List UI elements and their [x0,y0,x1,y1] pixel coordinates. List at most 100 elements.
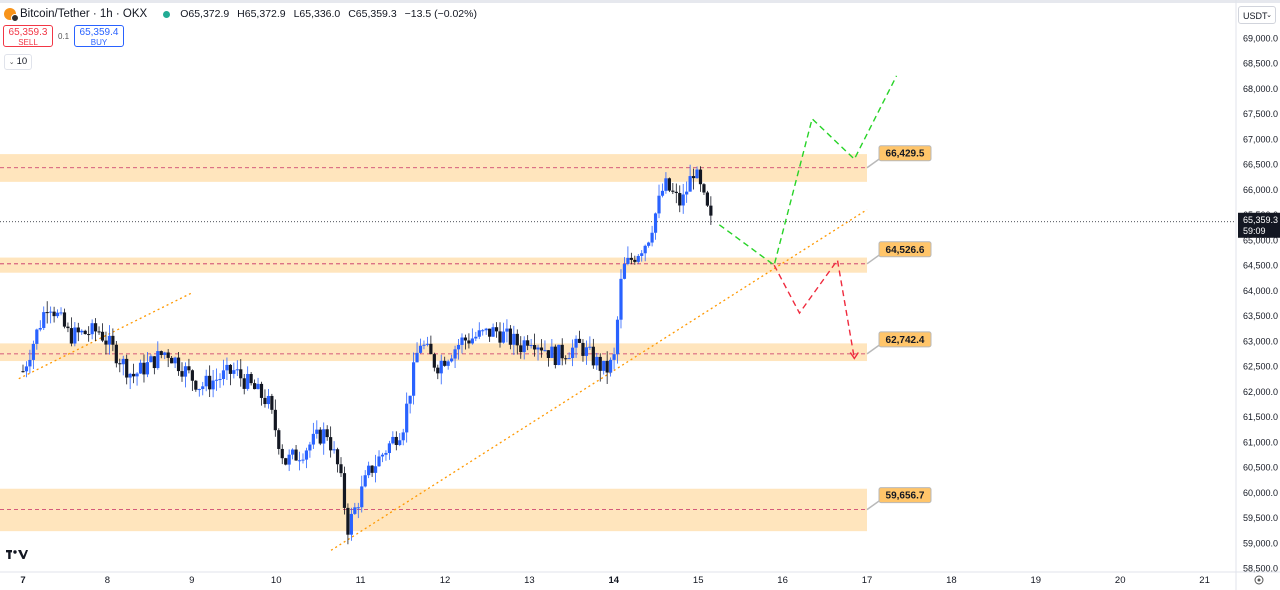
last-price-badge[interactable] [1238,212,1280,238]
candle-body[interactable] [370,465,374,473]
candle-body[interactable] [553,346,557,366]
candle-body[interactable] [335,449,340,465]
candle-body[interactable] [609,359,613,373]
candle-body[interactable] [69,328,73,344]
candle-body[interactable] [574,338,578,348]
candle-body[interactable] [432,354,436,368]
candle-body[interactable] [111,335,115,345]
candle-body[interactable] [280,448,284,459]
candle-body[interactable] [564,358,568,360]
candle-body[interactable] [401,432,405,441]
candle-body[interactable] [629,257,633,260]
candle-body[interactable] [170,357,174,364]
sell-button[interactable]: 65,359.3 SELL [3,25,53,47]
candle-body[interactable] [643,245,647,254]
candle-body[interactable] [394,436,398,445]
candle-body[interactable] [581,342,585,356]
candle-body[interactable] [80,330,84,333]
candle-body[interactable] [522,340,526,353]
candle-body[interactable] [152,356,156,369]
candle-body[interactable] [377,456,381,467]
candle-body[interactable] [128,373,132,378]
candle-body[interactable] [470,338,474,344]
candle-body[interactable] [411,362,416,396]
candle-body[interactable] [353,507,357,514]
candle-body[interactable] [121,358,125,365]
candle-body[interactable] [591,346,595,366]
candle-body[interactable] [93,323,98,332]
candle-body[interactable] [488,328,492,337]
candle-body[interactable] [484,328,488,331]
candle-body[interactable] [688,176,692,192]
candle-body[interactable] [194,380,198,390]
candle-body[interactable] [674,191,678,194]
candle-body[interactable] [332,449,336,451]
candle-body[interactable] [494,327,499,332]
trendline[interactable] [18,292,193,380]
candle-body[interactable] [567,358,571,360]
candle-body[interactable] [246,374,250,389]
candle-body[interactable] [477,330,481,337]
candle-body[interactable] [31,343,35,360]
candle-body[interactable] [59,312,63,314]
candle-body[interactable] [252,383,257,390]
candle-body[interactable] [515,333,519,346]
candle-body[interactable] [201,386,205,390]
candle-body[interactable] [149,356,153,363]
candle-body[interactable] [605,360,609,373]
candle-body[interactable] [481,330,485,332]
candle-body[interactable] [615,319,620,355]
candle-body[interactable] [373,466,378,473]
settings-gear-icon[interactable] [1254,575,1264,585]
candle-body[interactable] [145,362,150,375]
candle-body[interactable] [173,357,177,364]
candle-body[interactable] [429,343,433,355]
candle-body[interactable] [297,460,302,462]
candle-body[interactable] [104,340,108,345]
candle-body[interactable] [422,344,426,346]
support-resistance-zone[interactable] [0,343,867,362]
candle-body[interactable] [543,350,547,352]
candle-body[interactable] [650,232,654,243]
candle-body[interactable] [263,397,267,405]
candle-body[interactable] [560,344,564,359]
candle-body[interactable] [602,360,606,371]
candle-body[interactable] [691,176,696,179]
candle-body[interactable] [557,344,561,366]
candle-body[interactable] [450,358,454,362]
candle-body[interactable] [384,453,388,455]
candle-body[interactable] [52,311,56,317]
tradingview-logo-icon[interactable] [6,549,28,561]
candle-body[interactable] [529,345,533,347]
candle-body[interactable] [208,375,212,390]
indicators-toggle[interactable]: ⌄ 10 [4,54,32,70]
candle-body[interactable] [360,486,364,508]
candle-body[interactable] [45,312,49,314]
candle-body[interactable] [76,327,80,333]
candle-body[interactable] [132,373,136,377]
candle-body[interactable] [270,395,274,410]
candle-body[interactable] [242,378,246,389]
candle-body[interactable] [97,331,101,333]
candle-body[interactable] [214,379,219,381]
candle-body[interactable] [436,367,440,374]
candle-body[interactable] [519,345,523,353]
candle-body[interactable] [695,169,699,179]
price-callout[interactable]: 64,526.6 [866,241,932,265]
candle-body[interactable] [259,383,264,398]
candle-body[interactable] [176,357,181,372]
candle-body[interactable] [698,169,703,185]
candle-body[interactable] [308,444,312,451]
candle-body[interactable] [277,430,281,449]
candle-body[interactable] [38,327,42,330]
candle-body[interactable] [118,363,122,365]
candle-body[interactable] [211,380,215,390]
trendline[interactable] [330,209,868,551]
candle-body[interactable] [266,395,271,405]
candle-body[interactable] [66,326,70,329]
candle-body[interactable] [322,429,326,444]
candle-body[interactable] [107,335,112,345]
candle-body[interactable] [425,343,430,345]
candle-body[interactable] [498,331,502,343]
candle-body[interactable] [301,459,305,461]
